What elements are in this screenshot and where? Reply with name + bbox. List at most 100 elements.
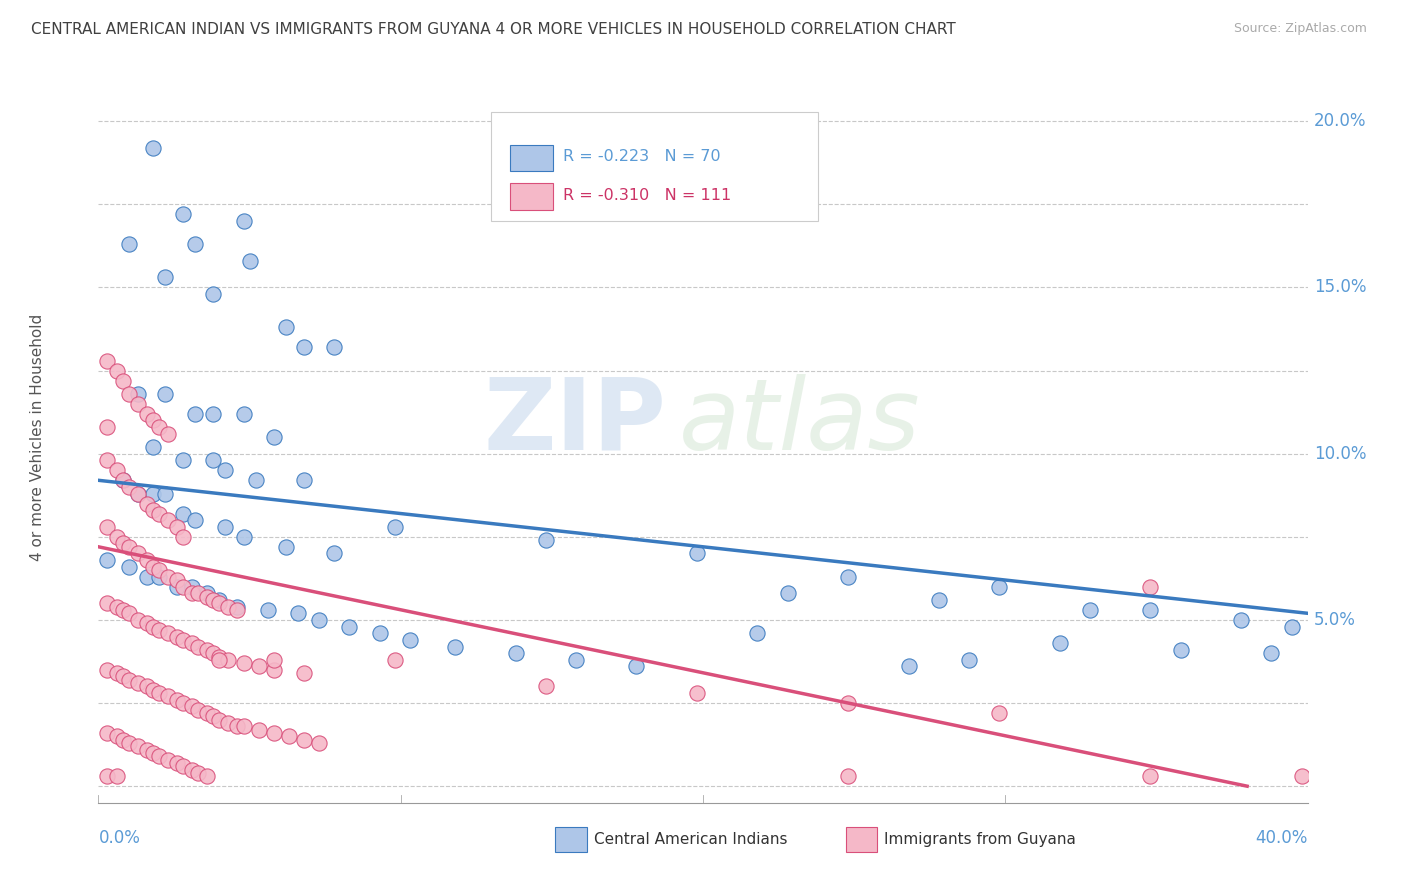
- Point: [245, 473, 267, 487]
- Point: [96, 520, 118, 534]
- Point: [135, 497, 157, 511]
- Point: [308, 613, 330, 627]
- Point: [1139, 603, 1161, 617]
- Point: [232, 719, 254, 733]
- Point: [263, 430, 285, 444]
- Text: 15.0%: 15.0%: [1313, 278, 1367, 296]
- Point: [142, 413, 165, 427]
- Point: [148, 686, 170, 700]
- Point: [166, 756, 188, 770]
- Point: [111, 473, 134, 487]
- Point: [127, 613, 149, 627]
- Point: [232, 407, 254, 421]
- Point: [148, 420, 170, 434]
- Point: [776, 586, 799, 600]
- Point: [184, 407, 207, 421]
- Point: [217, 716, 239, 731]
- FancyBboxPatch shape: [509, 184, 553, 210]
- Text: 40.0%: 40.0%: [1256, 830, 1308, 847]
- Point: [148, 749, 170, 764]
- Point: [118, 736, 141, 750]
- Point: [202, 593, 225, 607]
- Point: [323, 546, 346, 560]
- Point: [398, 632, 420, 647]
- Point: [156, 626, 179, 640]
- Point: [135, 616, 157, 631]
- Point: [202, 407, 225, 421]
- Point: [187, 703, 209, 717]
- Text: 0.0%: 0.0%: [98, 830, 141, 847]
- Point: [897, 659, 920, 673]
- Point: [187, 765, 209, 780]
- Point: [837, 696, 859, 710]
- Text: Source: ZipAtlas.com: Source: ZipAtlas.com: [1233, 22, 1367, 36]
- Point: [118, 387, 141, 401]
- Point: [368, 626, 391, 640]
- Point: [384, 653, 406, 667]
- Point: [148, 570, 170, 584]
- Point: [153, 486, 176, 500]
- Text: 10.0%: 10.0%: [1313, 445, 1367, 463]
- Point: [1139, 769, 1161, 783]
- Point: [127, 546, 149, 560]
- Point: [172, 696, 194, 710]
- Point: [105, 769, 128, 783]
- Point: [96, 663, 118, 677]
- Point: [172, 580, 194, 594]
- Point: [214, 520, 236, 534]
- Point: [105, 729, 128, 743]
- Point: [1049, 636, 1071, 650]
- Point: [184, 237, 207, 252]
- Point: [837, 570, 859, 584]
- Point: [686, 546, 709, 560]
- Point: [153, 387, 176, 401]
- Point: [226, 719, 249, 733]
- Point: [148, 507, 170, 521]
- Point: [195, 590, 218, 604]
- Point: [96, 353, 118, 368]
- Point: [127, 739, 149, 754]
- Point: [172, 507, 194, 521]
- Point: [118, 480, 141, 494]
- Point: [181, 763, 204, 777]
- Point: [534, 680, 557, 694]
- Point: [96, 420, 118, 434]
- Point: [337, 619, 360, 633]
- Point: [142, 486, 165, 500]
- Point: [166, 630, 188, 644]
- Point: [111, 669, 134, 683]
- Point: [202, 646, 225, 660]
- Point: [127, 397, 149, 411]
- Point: [181, 699, 204, 714]
- Point: [988, 706, 1011, 720]
- Point: [166, 692, 188, 706]
- Point: [274, 320, 297, 334]
- Point: [172, 530, 194, 544]
- Point: [105, 666, 128, 681]
- Point: [105, 530, 128, 544]
- Point: [156, 690, 179, 704]
- Point: [166, 580, 188, 594]
- Text: Immigrants from Guyana: Immigrants from Guyana: [884, 832, 1076, 847]
- Point: [232, 530, 254, 544]
- Point: [118, 673, 141, 687]
- Point: [256, 603, 278, 617]
- Point: [195, 643, 218, 657]
- Text: R = -0.310   N = 111: R = -0.310 N = 111: [562, 187, 731, 202]
- Point: [274, 540, 297, 554]
- Point: [1291, 769, 1313, 783]
- Text: CENTRAL AMERICAN INDIAN VS IMMIGRANTS FROM GUYANA 4 OR MORE VEHICLES IN HOUSEHOL: CENTRAL AMERICAN INDIAN VS IMMIGRANTS FR…: [31, 22, 956, 37]
- Point: [156, 426, 179, 441]
- Point: [135, 680, 157, 694]
- FancyBboxPatch shape: [845, 827, 877, 852]
- Point: [263, 726, 285, 740]
- Point: [111, 374, 134, 388]
- Point: [127, 676, 149, 690]
- Point: [135, 553, 157, 567]
- Point: [135, 407, 157, 421]
- Point: [747, 626, 769, 640]
- Point: [195, 586, 218, 600]
- Point: [565, 653, 588, 667]
- Point: [142, 559, 165, 574]
- Point: [226, 599, 249, 614]
